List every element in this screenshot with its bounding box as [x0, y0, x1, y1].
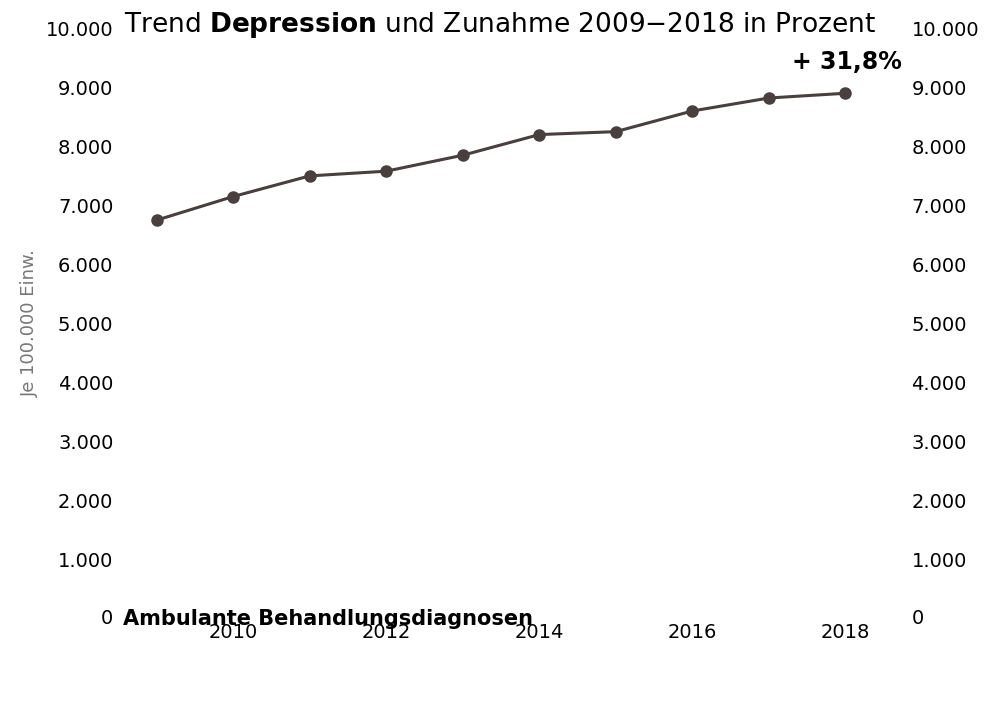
Text: Trend $\bf{Depression}$ und Zunahme 2009$-$2018 in Prozent: Trend $\bf{Depression}$ und Zunahme 2009… — [124, 10, 876, 40]
Y-axis label: Je 100.000 Einw.: Je 100.000 Einw. — [21, 249, 39, 397]
Text: + 31,8%: + 31,8% — [792, 50, 902, 74]
Text: Ambulante Behandlungsdiagnosen: Ambulante Behandlungsdiagnosen — [123, 609, 533, 629]
Text: 0: 0 — [912, 609, 924, 628]
Text: 0: 0 — [101, 609, 113, 628]
